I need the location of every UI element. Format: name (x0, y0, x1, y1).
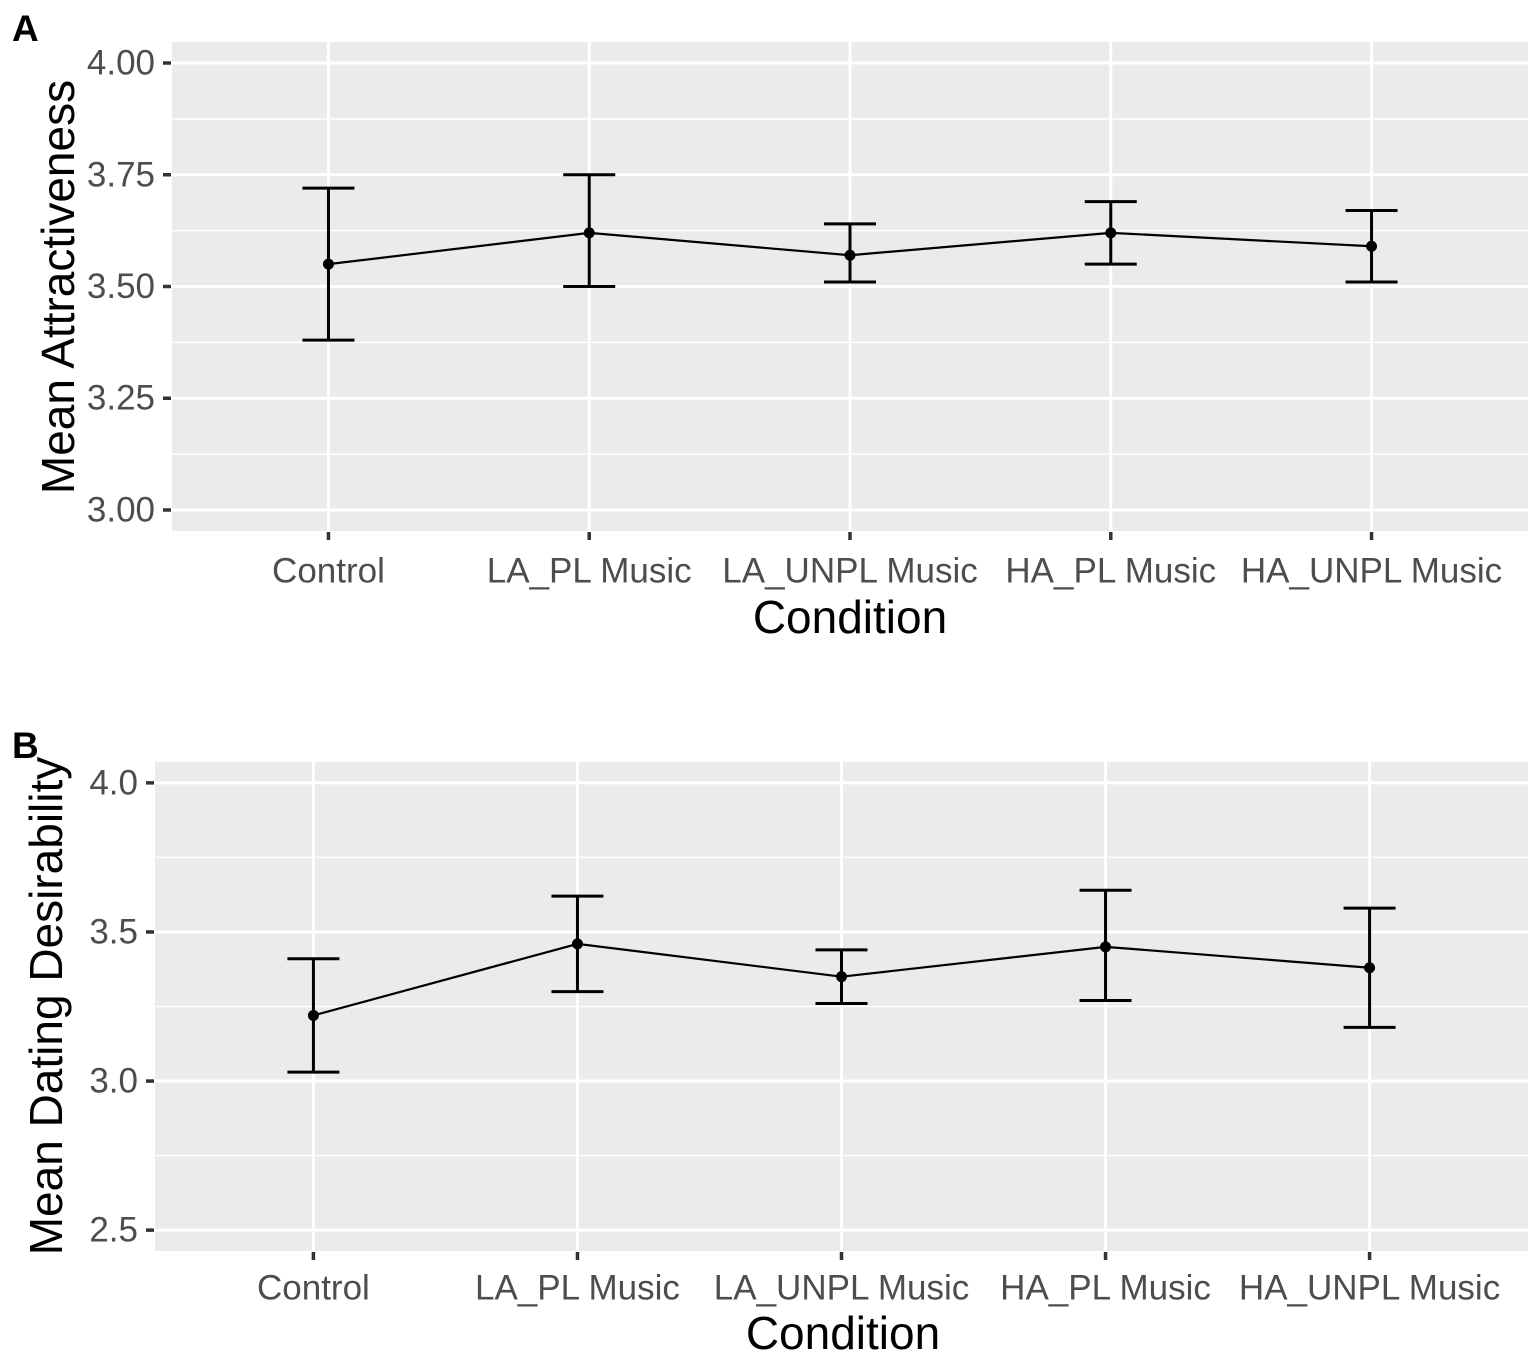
panel-b-x-tick-label: HA_UNPL Music (1239, 1269, 1500, 1308)
panel-a-x-tick-label: HA_UNPL Music (1241, 552, 1502, 591)
panel-b-x-tick-label: LA_PL Music (475, 1269, 680, 1308)
panel-b-data-point (307, 1009, 319, 1021)
panel-a-y-tick-label: 3.75 (87, 155, 155, 194)
panel-a-label: A (12, 8, 39, 49)
panel-b-x-tick-label: HA_PL Music (1000, 1269, 1211, 1308)
panel-b-x-tick-label: LA_UNPL Music (714, 1269, 969, 1308)
panel-a-y-tick-label: 4.00 (87, 44, 155, 83)
panel-a-x-axis-title: Condition (752, 591, 948, 643)
panel-b-y-tick-label: 2.5 (89, 1211, 138, 1250)
panel-a-x-tick-label: Control (272, 552, 385, 591)
panel-a-x-tick-label: LA_PL Music (487, 552, 692, 591)
panel-b-data-point (836, 971, 847, 983)
panel-a-data-point (1105, 227, 1117, 239)
panel-a-y-tick-label: 3.50 (87, 267, 155, 306)
panel-a-data-point (322, 258, 334, 270)
panel-b-y-tick-label: 3.0 (89, 1062, 138, 1101)
panel-b-x-axis-title: Condition (745, 1307, 941, 1354)
panel-a-data-point (1366, 240, 1378, 252)
panel-b-x-tick-label: Control (257, 1269, 370, 1308)
panel-a-x-tick-label: LA_UNPL Music (722, 552, 977, 591)
panel-b-data-point (571, 938, 583, 950)
panel-a-y-tick-label: 3.00 (87, 490, 155, 529)
panel-b-y-tick-label: 4.0 (89, 763, 138, 802)
panel-b-data-point (1364, 962, 1376, 974)
panel-a-data-point (583, 227, 595, 239)
panel-a-y-tick-label: 3.25 (87, 379, 155, 418)
panel-b-data-point (1100, 941, 1112, 953)
panel-a-data-point (844, 249, 856, 261)
panel-a-x-tick-label: HA_PL Music (1005, 552, 1216, 591)
panel-b-y-tick-label: 3.5 (89, 912, 138, 951)
panel-b-label: B (12, 725, 39, 766)
